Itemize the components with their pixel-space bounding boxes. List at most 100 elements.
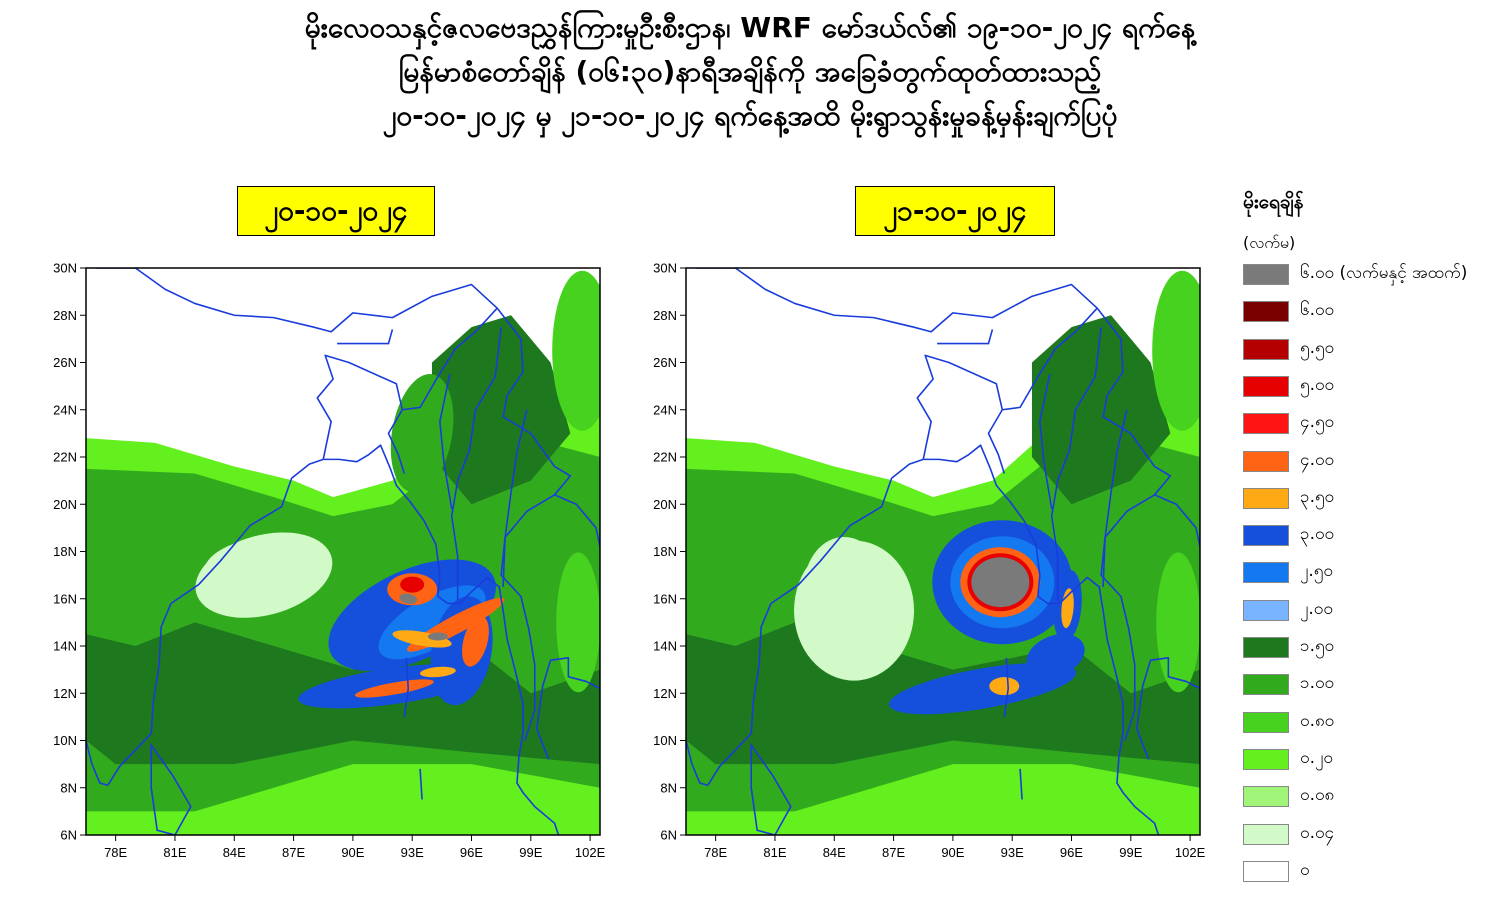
- legend-swatch: [1243, 562, 1289, 584]
- rain-area: [392, 630, 452, 648]
- legend-swatch: [1243, 674, 1289, 696]
- river-chindwin: [439, 374, 453, 510]
- rainfall-map-2-svg: 78E 81E 84E 87E 90E 93E 96E 99E 102E 30N 28N 26N 24N…: [653, 261, 1206, 861]
- legend-label: ၆.၀၀: [1300, 300, 1335, 321]
- legend-swatch: [1243, 860, 1289, 882]
- border-north: [695, 268, 1124, 417]
- coastline-sri-lanka: [150, 742, 192, 835]
- coastline: [1135, 657, 1200, 760]
- map-1-date-label: ၂၀-၁၀-၂၀၂၄: [237, 186, 435, 236]
- rain-area: [1152, 270, 1200, 431]
- rain-area: [552, 270, 600, 431]
- border-india-myanmar: [1002, 307, 1098, 411]
- river-ayeyarwady: [1050, 326, 1102, 602]
- title-line-1: မိုးလေဝသနှင့်ဇလဗေဒညွှန်ကြားမှုဦးစီးဌာန၊ …: [304, 11, 1196, 44]
- legend-swatch: [1243, 450, 1289, 472]
- coastline-andaman: [403, 657, 410, 717]
- legend-label: ၄.၅၀: [1300, 412, 1335, 433]
- map-axes: 78E 81E 84E 87E 90E 93E 96E 99E 102E 30N 28N 26N 24N…: [53, 261, 605, 861]
- x-tick-label: 99E: [519, 845, 542, 860]
- y-tick-label: 14N: [653, 639, 677, 654]
- rain-area: [462, 615, 489, 667]
- x-tick-label: 81E: [763, 845, 786, 860]
- border-india-myanmar: [402, 307, 498, 411]
- x-tick-label: 99E: [1119, 845, 1142, 860]
- rain-area: [419, 666, 456, 678]
- x-tick-label: 78E: [104, 845, 127, 860]
- legend-title: မိုးရေချိန်: [1243, 191, 1304, 213]
- legend-label: ၀: [1300, 859, 1310, 880]
- x-tick-label: 93E: [1001, 845, 1024, 860]
- rain-area: [888, 662, 1077, 715]
- x-tick-label: 96E: [1060, 845, 1083, 860]
- river-thanlwin: [502, 409, 528, 587]
- rain-area: [804, 536, 885, 637]
- rain-area-extreme: [427, 632, 448, 641]
- coastline-sri-lanka: [750, 742, 792, 835]
- x-tick-label: 96E: [460, 845, 483, 860]
- y-tick-label: 10N: [653, 733, 677, 748]
- legend-label: ၀.၂၀: [1300, 747, 1333, 768]
- border-bangladesh: [316, 354, 406, 474]
- river-thanlwin: [1102, 409, 1128, 587]
- legend-swatch: [1243, 637, 1289, 658]
- coastline: [86, 740, 108, 787]
- map-2-rain-layer: [686, 268, 1200, 835]
- y-tick-label: 24N: [653, 402, 677, 417]
- rain-area: [556, 552, 600, 693]
- x-tick-label: 87E: [282, 845, 305, 860]
- coastline-nicobar: [419, 768, 423, 800]
- rainfall-map-day-1: 78E 81E 84E 87E 90E 93E 96E 99E 102E 30N 28N 26N 24N…: [40, 258, 615, 870]
- rainfall-map-1-svg: 78E 81E 84E 87E 90E 93E 96E 99E 102E 30N 28N 26N 24N…: [53, 261, 605, 861]
- legend-swatch: [1243, 413, 1289, 435]
- legend-swatch: [1243, 599, 1289, 621]
- legend-label: ၄.၀၀: [1300, 449, 1335, 470]
- y-tick-label: 14N: [53, 639, 77, 654]
- y-tick-label: 8N: [660, 780, 677, 795]
- coastline: [323, 444, 560, 835]
- rain-area: [1026, 634, 1085, 677]
- x-tick-label: 81E: [163, 845, 186, 860]
- rain-area: [354, 679, 434, 698]
- y-tick-label: 28N: [653, 308, 677, 323]
- legend-label: ၂.၀၀: [1300, 598, 1333, 619]
- legend-label: ၆.၀၀ (လက်မနှင့် အထက်): [1300, 263, 1468, 283]
- x-tick-label: 102E: [1175, 845, 1206, 860]
- x-tick-label: 90E: [941, 845, 964, 860]
- y-tick-label: 22N: [653, 450, 677, 465]
- y-tick-label: 18N: [53, 544, 77, 559]
- map-2-date-label: ၂၁-၁၀-၂၀၂၄: [855, 186, 1055, 236]
- y-tick-label: 28N: [53, 308, 77, 323]
- y-tick-label: 18N: [653, 544, 677, 559]
- x-tick-label: 87E: [882, 845, 905, 860]
- rain-area: [400, 576, 425, 593]
- legend-label: ၃.၅၀: [1300, 486, 1335, 507]
- y-tick-label: 30N: [53, 261, 77, 276]
- border-north: [95, 268, 524, 417]
- y-tick-label: 6N: [660, 828, 677, 843]
- border-bhutan: [337, 329, 394, 345]
- x-tick-label: 84E: [223, 845, 246, 860]
- legend-label: ၅.၀၀: [1300, 374, 1335, 395]
- map-1-rain-layer: [86, 268, 600, 835]
- legend-swatch: [1243, 301, 1289, 323]
- rainfall-map-day-2: 78E 81E 84E 87E 90E 93E 96E 99E 102E 30N 28N 26N 24N…: [640, 258, 1215, 870]
- y-tick-label: 12N: [53, 686, 77, 701]
- border-bhutan: [937, 329, 994, 345]
- y-tick-label: 16N: [53, 591, 77, 606]
- y-tick-label: 20N: [653, 497, 677, 512]
- coastline: [707, 458, 924, 786]
- y-tick-label: 6N: [60, 828, 77, 843]
- legend-swatch: [1243, 711, 1289, 733]
- coastline-nicobar: [1019, 768, 1023, 800]
- legend-label: ၅.၅၀: [1300, 337, 1335, 358]
- legend-swatch: [1243, 338, 1289, 360]
- x-tick-label: 102E: [575, 845, 606, 860]
- y-tick-label: 22N: [53, 450, 77, 465]
- y-tick-label: 8N: [60, 780, 77, 795]
- y-tick-label: 24N: [53, 402, 77, 417]
- legend-swatch: [1243, 748, 1289, 770]
- legend-swatch: [1243, 375, 1289, 397]
- rain-area-extreme: [971, 557, 1030, 608]
- rain-area-extreme: [399, 593, 418, 604]
